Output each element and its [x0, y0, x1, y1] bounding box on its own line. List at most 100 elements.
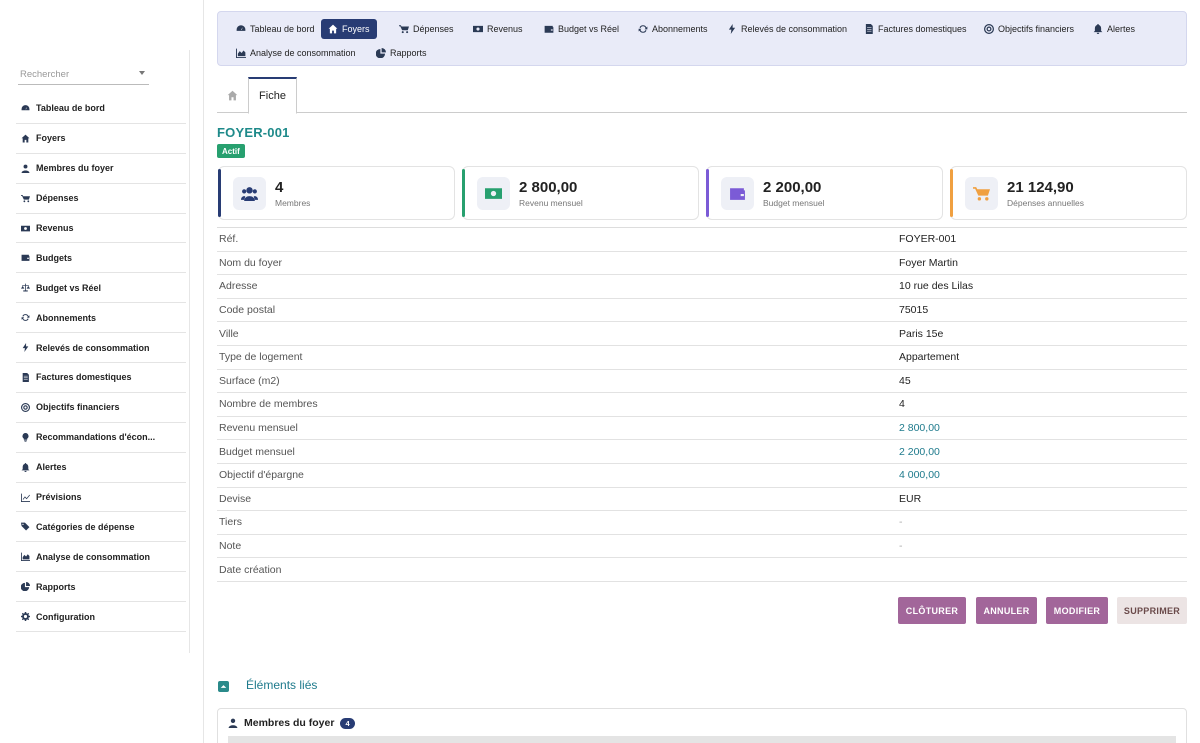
delete-button[interactable]: SUPPRIMER: [1117, 597, 1187, 624]
topnav-item-alertes[interactable]: Alertes: [1086, 19, 1142, 39]
sidebar-divider: [189, 50, 190, 653]
kpi-card-depenses-annuelles: 21 124,90 Dépenses annuelles: [950, 166, 1187, 220]
topnav-item-label: Foyers: [342, 24, 370, 34]
sidebar-item-recommandations-d-econ[interactable]: Recommandations d'écon...: [16, 423, 186, 453]
topnav-item-foyers[interactable]: Foyers: [321, 19, 377, 39]
sidebar-item-label: Alertes: [36, 462, 67, 473]
bolt-icon: [728, 24, 736, 34]
detail-row-tiers: Tiers -: [217, 511, 1187, 535]
sidebar-search-select[interactable]: Rechercher: [18, 66, 149, 85]
sidebar-item-foyers[interactable]: Foyers: [16, 124, 186, 154]
topnav-item-analyse-de-consommation[interactable]: Analyse de consommation: [229, 43, 363, 63]
kpi-icon-box: [721, 176, 754, 210]
sidebar-search-placeholder: Rechercher: [20, 69, 70, 80]
detail-row-devise: Devise EUR: [217, 488, 1187, 512]
sidebar-item-budget-vs-reel[interactable]: Budget vs Réel: [16, 273, 186, 304]
invoice-icon-wrap: [20, 372, 30, 382]
sidebar-item-factures-domestiques[interactable]: Factures domestiques: [16, 363, 186, 393]
cancel-button[interactable]: ANNULER: [976, 597, 1037, 624]
topnav-item-budget-vs-reel[interactable]: Budget vs Réel: [537, 19, 626, 39]
detail-value: 4: [899, 398, 905, 411]
pie-icon: [376, 48, 386, 58]
detail-label: Nombre de membres: [219, 398, 318, 411]
bell-icon: [1093, 24, 1103, 34]
topnav-item-label: Factures domestiques: [878, 24, 967, 34]
detail-label: Budget mensuel: [219, 445, 295, 458]
gear-icon-wrap: [20, 612, 30, 622]
detail-label: Objectif d'épargne: [219, 469, 304, 482]
detail-label: Surface (m2): [219, 374, 280, 387]
sidebar-item-releves-de-consommation[interactable]: Relevés de consommation: [16, 333, 186, 364]
detail-value[interactable]: 2 800,00: [899, 422, 940, 435]
detail-value: 75015: [899, 304, 929, 317]
home-icon-wrap: [20, 133, 30, 143]
detail-value: Foyer Martin: [899, 256, 958, 269]
detail-value: -: [899, 516, 903, 529]
topnav-item-depenses[interactable]: Dépenses: [392, 19, 461, 39]
topnav-item-label: Abonnements: [652, 24, 708, 34]
sidebar-item-rapports[interactable]: Rapports: [16, 572, 186, 603]
tab-fiche[interactable]: Fiche: [248, 77, 297, 114]
wallet-icon-wrap: [20, 253, 30, 263]
sidebar-item-label: Objectifs financiers: [36, 402, 120, 413]
topnav-item-releves-de-consommation[interactable]: Relevés de consommation: [720, 19, 854, 39]
users-icon: [241, 186, 258, 201]
topnav-item-factures-domestiques[interactable]: Factures domestiques: [857, 19, 974, 39]
members-panel-header: Membres du foyer 4: [228, 717, 355, 729]
sidebar-item-alertes[interactable]: Alertes: [16, 453, 186, 483]
sidebar-item-membres-du-foyer[interactable]: Membres du foyer: [16, 154, 186, 184]
cart-icon-wrap: [20, 193, 30, 203]
sidebar-item-tableau-de-bord[interactable]: Tableau de bord: [16, 94, 186, 124]
home-icon: [21, 134, 29, 143]
sidebar-item-categories-de-depense[interactable]: Catégories de dépense: [16, 512, 186, 543]
topnav-item-tableau-de-bord[interactable]: Tableau de bord: [229, 19, 322, 39]
gear-icon: [20, 612, 30, 622]
detail-row-type-de-logement: Type de logement Appartement: [217, 346, 1187, 370]
pie-icon-wrap: [20, 582, 30, 592]
sidebar-item-depenses[interactable]: Dépenses: [16, 184, 186, 214]
sidebar-item-label: Recommandations d'écon...: [36, 432, 156, 443]
collapse-toggle-icon[interactable]: [218, 681, 229, 692]
detail-label: Type de logement: [219, 351, 303, 364]
topnav-item-label: Rapports: [390, 48, 427, 58]
sidebar-menu: Tableau de bord Foyers Membres du foyer Dép…: [16, 94, 186, 633]
detail-value[interactable]: 4 000,00: [899, 469, 940, 482]
detail-label: Date création: [219, 563, 282, 576]
cart-icon: [399, 25, 409, 34]
detail-label: Note: [219, 540, 242, 553]
sidebar-item-objectifs-financiers[interactable]: Objectifs financiers: [16, 393, 186, 423]
sidebar-item-label: Rapports: [36, 581, 76, 592]
detail-value[interactable]: 2 200,00: [899, 445, 940, 458]
wallet-icon: [21, 255, 29, 262]
topnav-item-objectifs-financiers[interactable]: Objectifs financiers: [977, 19, 1081, 39]
sidebar-item-label: Abonnements: [36, 312, 97, 323]
detail-label: Adresse: [219, 280, 258, 293]
kpi-text: 4 Membres: [275, 179, 310, 208]
dashboard-icon: [236, 25, 246, 31]
kpi-text: 2 200,00 Budget mensuel: [763, 179, 824, 208]
sidebar-item-revenus[interactable]: Revenus: [16, 214, 186, 244]
topnav-item-rapports[interactable]: Rapports: [369, 43, 434, 63]
sidebar-item-budgets[interactable]: Budgets: [16, 243, 186, 274]
detail-value: 45: [899, 374, 911, 387]
detail-value: Appartement: [899, 351, 960, 364]
tab-home[interactable]: [217, 77, 247, 113]
kpi-value: 2 800,00: [519, 178, 578, 196]
sidebar-item-analyse-de-consommation[interactable]: Analyse de consommation: [16, 542, 186, 573]
sidebar-item-configuration[interactable]: Configuration: [16, 602, 186, 633]
detail-row-revenu-mensuel: Revenu mensuel 2 800,00: [217, 417, 1187, 441]
kpi-label: Revenu mensuel: [519, 197, 583, 208]
edit-button[interactable]: MODIFIER: [1046, 597, 1108, 624]
money-icon: [485, 187, 502, 199]
tags-icon: [20, 522, 29, 531]
cart-icon: [973, 186, 990, 201]
close-record-button[interactable]: CLÔTURER: [898, 597, 966, 624]
sidebar-item-abonnements[interactable]: Abonnements: [16, 303, 186, 334]
chevron-up-icon: [220, 685, 227, 688]
sidebar-item-previsions[interactable]: Prévisions: [16, 483, 186, 513]
detail-table: Réf. FOYER-001 Nom du foyer Foyer Martin Adr…: [217, 227, 1187, 582]
sidebar-item-label: Catégories de dépense: [36, 521, 135, 532]
kpi-icon-box: [233, 176, 266, 210]
topnav-item-abonnements[interactable]: Abonnements: [631, 19, 715, 39]
topnav-item-revenus[interactable]: Revenus: [466, 19, 530, 39]
